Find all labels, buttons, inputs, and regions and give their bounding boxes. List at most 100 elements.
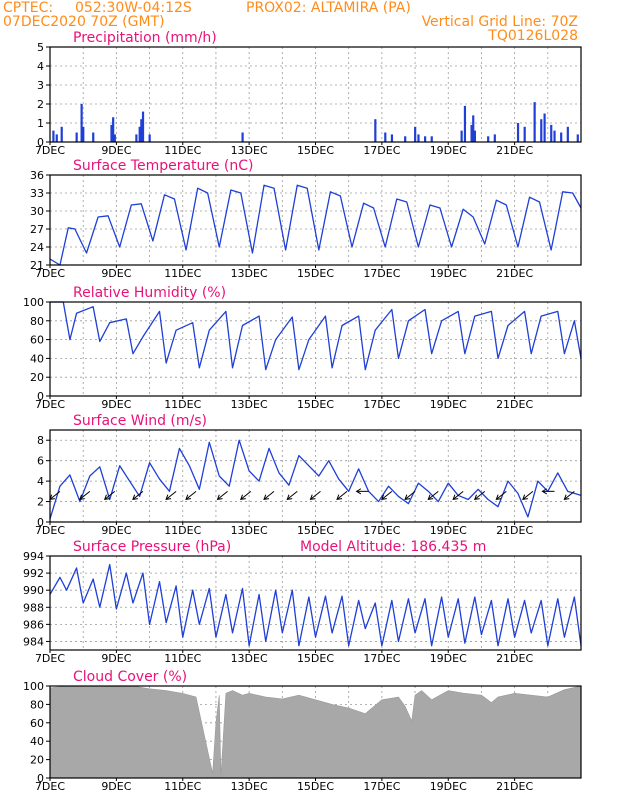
y-tick-label: 100 xyxy=(23,680,44,693)
y-tick-label: 0 xyxy=(37,772,44,785)
y-tick-label: 27 xyxy=(30,223,44,236)
wind-arrow-head xyxy=(495,494,502,500)
x-tick-label: 15DEC xyxy=(297,144,334,157)
panel-title: Surface Pressure (hPa) xyxy=(73,539,231,555)
x-tick-label: 15DEC xyxy=(297,267,334,280)
y-tick-label: 20 xyxy=(30,754,44,767)
wind-arrow-shaft xyxy=(336,490,348,500)
precip-bar xyxy=(110,124,113,142)
y-tick-label: 40 xyxy=(30,735,44,748)
y-tick-label: 0 xyxy=(37,136,44,149)
precip-bar xyxy=(424,136,427,142)
x-tick-label: 17DEC xyxy=(363,398,400,411)
wind-arrow-head xyxy=(355,488,362,495)
x-tick-label: 9DEC xyxy=(101,652,131,665)
panel-4: 0 2 4 6 8 7DEC 9DEC 11DEC 13DEC 15DEC 17DEC 19DEC 21… xyxy=(35,413,582,537)
wind-arrow-shaft xyxy=(263,490,275,500)
precip-bar xyxy=(553,130,556,142)
y-tick-label: 60 xyxy=(30,717,44,730)
x-tick-label: 15DEC xyxy=(297,652,334,665)
y-tick-label: 984 xyxy=(23,635,44,648)
x-tick-label: 13DEC xyxy=(231,267,268,280)
wind-arrow xyxy=(452,490,464,500)
series-line xyxy=(49,439,582,520)
x-tick-label: 9DEC xyxy=(101,144,131,157)
x-tick-label: 21DEC xyxy=(496,780,533,793)
header-coordinates: 052:30W-04:12S xyxy=(75,0,192,16)
wind-arrow-head xyxy=(263,494,270,500)
x-tick-label: 7DEC xyxy=(35,144,65,157)
wind-arrow-head xyxy=(522,494,528,500)
x-tick-label: 19DEC xyxy=(430,267,467,280)
x-tick-label: 9DEC xyxy=(101,398,131,411)
x-tick-label: 11DEC xyxy=(164,652,201,665)
wind-arrow-shaft xyxy=(404,490,416,500)
wind-arrow-head xyxy=(103,494,110,500)
wind-arrow-shaft xyxy=(474,490,486,500)
wind-arrow xyxy=(165,490,177,500)
x-tick-label: 7DEC xyxy=(35,652,65,665)
y-tick-label: 100 xyxy=(23,296,44,309)
wind-arrow-head xyxy=(336,494,343,500)
precip-bar xyxy=(241,132,244,142)
wind-arrow-head xyxy=(404,494,411,500)
y-tick-label: 33 xyxy=(30,187,44,200)
x-tick-label: 15DEC xyxy=(297,398,334,411)
x-tick-label: 9DEC xyxy=(101,267,131,280)
precip-bar xyxy=(414,126,417,142)
panel-frame xyxy=(49,174,582,266)
wind-arrow-head xyxy=(185,494,192,500)
header-grid-note: Vertical Grid Line: 70Z xyxy=(422,14,578,30)
wind-arrow xyxy=(263,490,275,500)
x-tick-label: 17DEC xyxy=(363,652,400,665)
series-line xyxy=(49,563,582,647)
x-tick-label: 19DEC xyxy=(430,780,467,793)
x-tick-label: 21DEC xyxy=(496,267,533,280)
precip-bar xyxy=(523,126,526,142)
precip-bar xyxy=(540,119,543,142)
y-tick-label: 60 xyxy=(30,334,44,347)
x-tick-label: 7DEC xyxy=(35,398,65,411)
wind-arrow-shaft xyxy=(522,490,534,500)
precip-bar xyxy=(493,134,496,142)
y-tick-label: 3 xyxy=(37,79,44,92)
panel-title: Surface Wind (m/s) xyxy=(73,413,207,429)
wind-arrow xyxy=(473,490,486,500)
wind-arrow-shaft xyxy=(427,490,439,500)
precip-bar xyxy=(404,136,407,142)
y-tick-label: 4 xyxy=(37,475,44,488)
wind-arrow-shaft xyxy=(286,490,298,500)
precip-bar xyxy=(82,126,85,142)
precip-bar xyxy=(566,126,569,142)
precip-bar xyxy=(516,123,520,142)
x-tick-label: 19DEC xyxy=(430,144,467,157)
precip-bar xyxy=(472,115,475,142)
x-tick-label: 13DEC xyxy=(231,652,268,665)
x-tick-label: 21DEC xyxy=(496,524,533,537)
wind-arrow-head xyxy=(79,494,85,500)
precip-bar xyxy=(141,111,145,142)
wind-arrow-head xyxy=(240,494,246,500)
x-tick-label: 13DEC xyxy=(231,780,268,793)
x-tick-label: 15DEC xyxy=(297,524,334,537)
x-tick-label: 15DEC xyxy=(297,780,334,793)
panel-3: 0 20 40 60 80 100 7DEC 9DEC 11DEC 13DEC 15DEC 17DEC… xyxy=(23,285,582,411)
wind-arrow-shaft xyxy=(185,490,197,500)
precip-bar xyxy=(560,132,563,142)
header-station: PROX02: ALTAMIRA (PA) xyxy=(246,0,411,16)
wind-arrow-head xyxy=(165,494,172,500)
wind-arrow-shaft xyxy=(79,490,91,500)
x-tick-label: 7DEC xyxy=(35,780,65,793)
wind-arrow-shaft xyxy=(452,490,464,500)
wind-arrow-head xyxy=(563,494,570,500)
precip-bar xyxy=(374,119,377,142)
y-tick-label: 0 xyxy=(37,390,44,403)
x-tick-label: 13DEC xyxy=(231,398,268,411)
precip-bar xyxy=(148,134,151,142)
x-tick-label: 11DEC xyxy=(164,780,201,793)
panel-2: 21 24 27 30 33 36 7DEC 9DEC 11DEC 13DEC 15DEC 17DEC… xyxy=(30,158,582,280)
precip-bar xyxy=(576,134,579,142)
precip-bar xyxy=(533,102,536,142)
header-source-label: CPTEC: xyxy=(3,0,53,16)
